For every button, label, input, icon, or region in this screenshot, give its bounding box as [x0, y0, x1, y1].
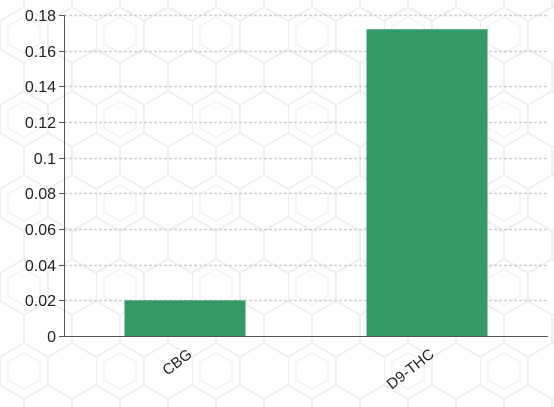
- y-tick-label: 0.06: [25, 222, 56, 239]
- y-tick-label: 0.14: [25, 79, 56, 96]
- bars: [124, 29, 488, 337]
- y-tick-label: 0.1: [34, 151, 56, 168]
- bar-d9-thc: [366, 29, 488, 337]
- y-tick-label: 0: [47, 329, 56, 346]
- y-tick-label: 0.02: [25, 293, 56, 310]
- y-tick-label: 0.18: [25, 8, 56, 25]
- y-tick-label: 0.08: [25, 186, 56, 203]
- y-axis-tick-labels: 0 0.02 0.04 0.06 0.08 0.1 0.12 0.14 0.16 0.18: [25, 8, 56, 346]
- bar-cbg: [124, 300, 246, 336]
- axes: [59, 15, 548, 337]
- y-tick-label: 0.12: [25, 115, 56, 132]
- y-tick-label: 0.16: [25, 44, 56, 61]
- y-tick-label: 0.04: [25, 258, 56, 275]
